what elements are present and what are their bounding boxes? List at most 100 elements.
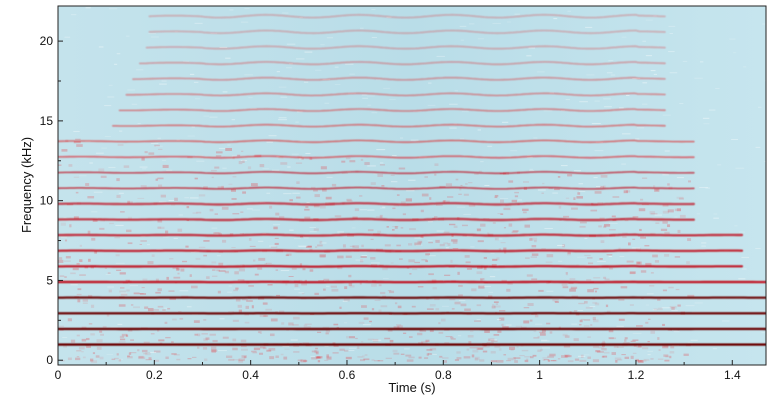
noise-speck (762, 23, 766, 25)
noise-speck (257, 331, 261, 334)
noise-speck (314, 349, 317, 354)
noise-speck (272, 169, 280, 171)
noise-speck (465, 183, 468, 185)
noise-speck (119, 290, 127, 293)
noise-speck (469, 330, 474, 333)
noise-speck (526, 358, 529, 361)
noise-speck (664, 231, 670, 235)
noise-speck (601, 356, 605, 358)
noise-speck (587, 356, 591, 359)
noise-speck (70, 339, 76, 343)
noise-speck (216, 255, 221, 257)
noise-speck (417, 240, 423, 244)
noise-speck (176, 267, 180, 271)
noise-speck (547, 359, 551, 362)
noise-speck (226, 355, 233, 358)
noise-speck (450, 259, 453, 263)
y-axis-label: Frequency (kHz) (19, 137, 34, 233)
noise-speck (555, 301, 559, 303)
noise-speck (298, 292, 304, 294)
noise-speck (382, 206, 386, 208)
noise-speck (545, 261, 553, 263)
noise-speck (534, 314, 539, 318)
noise-speck (387, 329, 393, 332)
noise-speck (225, 147, 233, 151)
noise-speck (182, 260, 188, 263)
noise-speck (269, 333, 275, 337)
noise-speck (241, 348, 248, 351)
noise-speck (231, 119, 236, 121)
noise-speck (96, 339, 103, 343)
noise-speck (253, 347, 261, 351)
noise-speck (257, 267, 263, 270)
noise-speck (273, 226, 278, 230)
noise-speck (579, 359, 587, 362)
noise-speck (602, 340, 606, 344)
noise-speck (470, 246, 475, 248)
noise-speck (609, 267, 613, 270)
harmonic-18 (132, 76, 666, 81)
noise-speck (355, 337, 358, 340)
noise-speck (133, 306, 141, 309)
noise-speck (425, 339, 430, 343)
noise-speck (164, 321, 168, 324)
noise-speck (461, 111, 469, 113)
noise-speck (346, 335, 349, 339)
noise-speck (278, 86, 287, 88)
noise-speck (332, 352, 339, 354)
noise-speck (298, 279, 303, 282)
noise-speck (586, 74, 595, 76)
noise-speck (108, 166, 116, 168)
noise-speck (120, 292, 127, 294)
noise-speck (76, 293, 82, 296)
noise-speck (632, 332, 642, 334)
noise-speck (435, 239, 440, 243)
noise-speck (461, 224, 468, 227)
noise-speck (367, 338, 374, 341)
noise-speck (457, 335, 462, 337)
noise-speck (228, 183, 233, 185)
noise-speck (567, 252, 571, 256)
noise-speck (79, 175, 87, 177)
noise-speck (361, 244, 364, 248)
noise-speck (533, 240, 537, 243)
noise-speck (393, 205, 400, 207)
noise-speck (241, 355, 247, 358)
noise-speck (654, 214, 662, 216)
noise-speck (309, 227, 316, 229)
noise-speck (127, 356, 133, 359)
noise-speck (344, 349, 349, 352)
noise-speck (300, 359, 307, 363)
noise-speck (87, 196, 95, 199)
noise-speck (186, 306, 192, 308)
noise-speck (645, 304, 650, 306)
noise-speck (202, 347, 208, 350)
noise-speck (195, 155, 204, 157)
noise-speck (93, 191, 103, 193)
noise-speck (463, 193, 469, 196)
noise-speck (611, 215, 616, 218)
noise-speck (712, 348, 717, 350)
noise-speck (211, 227, 218, 229)
noise-speck (561, 283, 568, 286)
noise-speck (640, 198, 644, 201)
noise-speck (565, 271, 568, 275)
noise-speck (352, 216, 358, 219)
noise-speck (64, 239, 68, 242)
noise-speck (121, 333, 128, 337)
noise-speck (238, 268, 245, 272)
noise-speck (211, 176, 214, 179)
noise-speck (349, 73, 355, 75)
noise-speck (687, 238, 692, 242)
noise-speck (542, 359, 546, 361)
noise-speck (137, 197, 145, 199)
noise-speck (109, 222, 114, 225)
noise-speck (631, 247, 641, 249)
noise-speck (667, 183, 670, 186)
noise-speck (434, 173, 437, 176)
noise-speck (428, 241, 433, 244)
noise-speck (154, 359, 160, 362)
noise-speck (396, 244, 401, 247)
noise-speck (380, 291, 386, 295)
noise-speck (632, 352, 637, 354)
